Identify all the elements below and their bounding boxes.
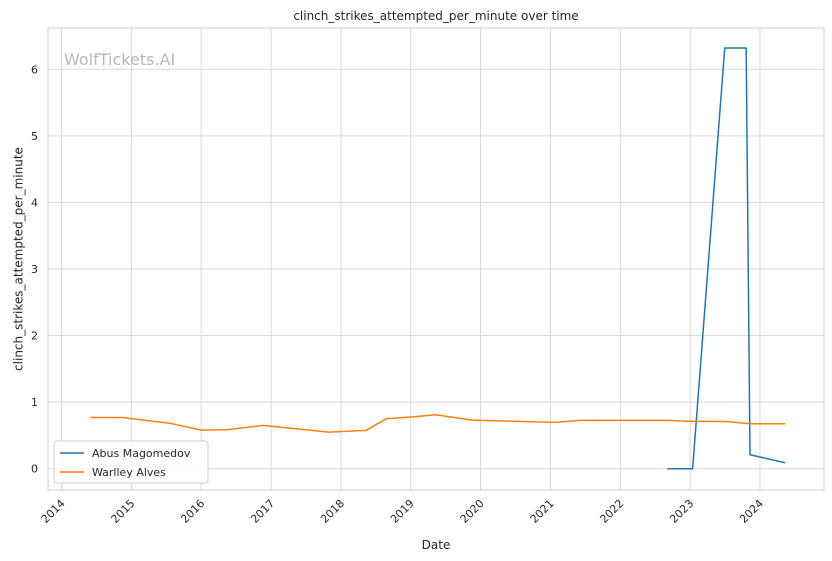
x-tick-label: 2018 (318, 497, 347, 526)
x-tick-label: 2016 (178, 497, 207, 526)
x-axis-ticks: 2014 2015 2016 2017 2018 2019 2020 2021 2022 2023… (39, 497, 766, 526)
x-tick-label: 2021 (528, 497, 557, 526)
legend: Abus Magomedov Warlley Alves (53, 440, 209, 484)
y-tick-label: 6 (31, 63, 38, 76)
series-line-abus-magomedov (667, 47, 786, 470)
chart-title: clinch_strikes_attempted_per_minute over… (293, 9, 578, 23)
y-axis-label: clinch_strikes_attempted_per_minute (12, 147, 26, 371)
x-tick-label: 2015 (109, 497, 138, 526)
y-tick-label: 2 (31, 330, 38, 343)
series-line-warlley-alves (90, 414, 785, 433)
x-tick-label: 2022 (597, 497, 626, 526)
y-tick-label: 1 (31, 396, 38, 409)
y-tick-label: 0 (31, 463, 38, 476)
x-tick-label: 2014 (39, 497, 68, 526)
legend-label: Warlley Alves (92, 466, 166, 479)
y-axis-ticks: 0 1 2 3 4 5 6 (31, 63, 38, 475)
x-tick-label: 2019 (388, 497, 417, 526)
x-tick-label: 2024 (737, 497, 766, 526)
legend-label: Abus Magomedov (92, 447, 191, 460)
x-tick-label: 2023 (667, 497, 696, 526)
series-layer (90, 47, 786, 470)
x-axis-label: Date (422, 538, 451, 552)
y-tick-label: 3 (31, 263, 38, 276)
x-tick-label: 2020 (458, 497, 487, 526)
y-tick-label: 4 (31, 196, 38, 209)
y-tick-label: 5 (31, 130, 38, 143)
x-tick-label: 2017 (248, 497, 277, 526)
watermark-text: WolfTickets.AI (64, 50, 175, 69)
plot-area-frame (47, 27, 825, 491)
grid (48, 28, 824, 490)
legend-box (53, 440, 209, 484)
